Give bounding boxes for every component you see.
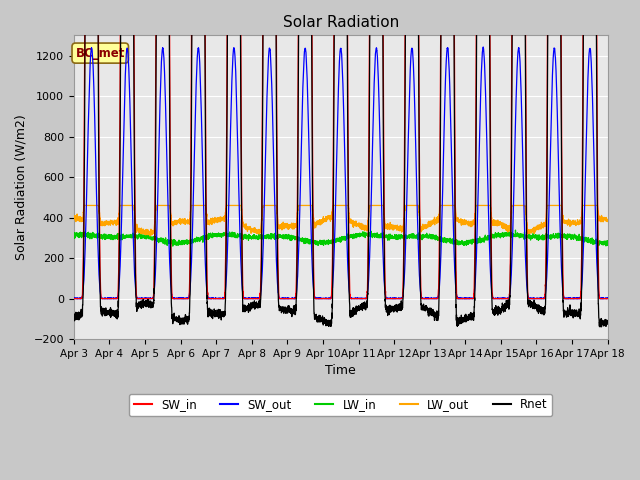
Title: Solar Radiation: Solar Radiation xyxy=(283,15,399,30)
Y-axis label: Solar Radiation (W/m2): Solar Radiation (W/m2) xyxy=(15,114,28,260)
Legend: SW_in, SW_out, LW_in, LW_out, Rnet: SW_in, SW_out, LW_in, LW_out, Rnet xyxy=(129,394,552,416)
X-axis label: Time: Time xyxy=(325,364,356,377)
Text: BC_met: BC_met xyxy=(76,47,125,60)
